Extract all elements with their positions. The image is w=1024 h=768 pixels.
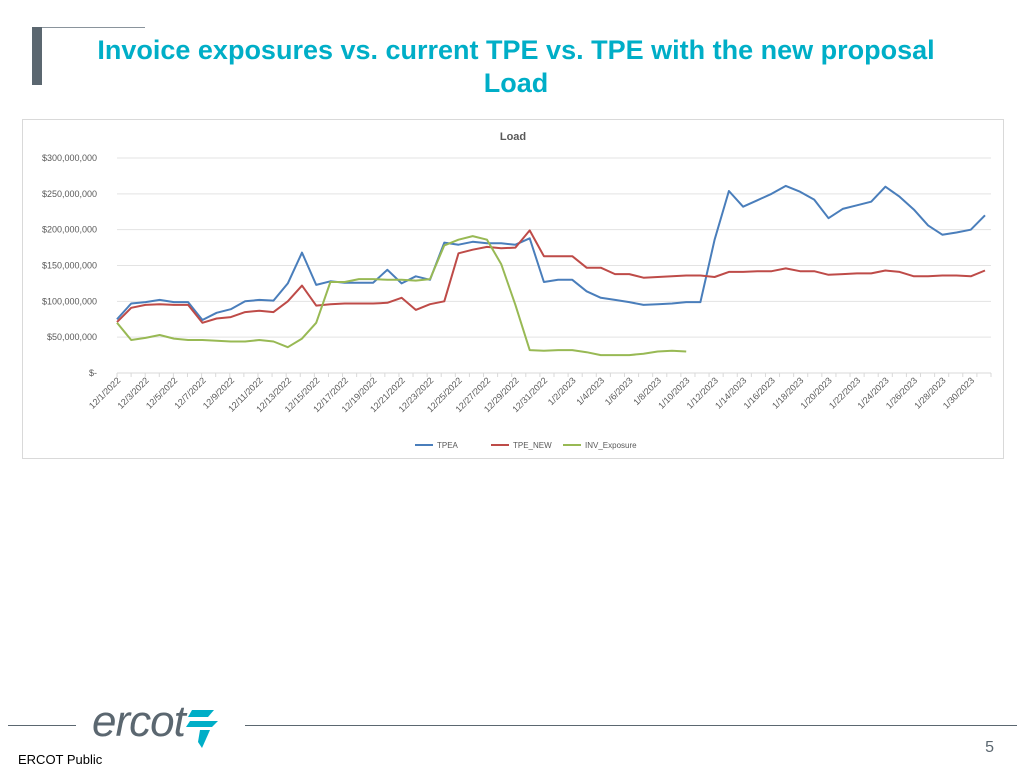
line-chart: Load $- $50,000,000 $100,000,000 $150,000,00… [42, 131, 992, 450]
y-tick-label: $150,000,000 [42, 261, 97, 271]
y-tick-label: $300,000,000 [42, 153, 97, 163]
x-tick-label: 1/2/2023 [546, 375, 578, 407]
chart-title: Load [500, 131, 526, 143]
legend-label: TPEA [437, 441, 459, 450]
ercot-logo: ercot [92, 698, 232, 750]
chart-container: Load $- $50,000,000 $100,000,000 $150,000,00… [22, 119, 1004, 459]
footer-divider-right [245, 725, 1017, 726]
y-tick-label: $50,000,000 [47, 332, 97, 342]
footer-divider-left [8, 725, 76, 726]
slide-title: Invoice exposures vs. current TPE vs. TP… [40, 34, 992, 100]
x-tick-label: 1/4/2023 [574, 375, 606, 407]
legend-label: TPE_NEW [513, 441, 552, 450]
slide-title-line1: Invoice exposures vs. current TPE vs. TP… [97, 35, 935, 65]
slide-title-line2: Load [483, 68, 549, 98]
y-tick-label: $100,000,000 [42, 296, 97, 306]
page-number: 5 [985, 739, 994, 756]
series-line-tpea [116, 184, 986, 321]
legend-label: INV_Exposure [585, 441, 637, 450]
logo-wordmark: ercot [92, 697, 186, 746]
series-line-tpe-new [116, 229, 986, 324]
y-tick-label: $250,000,000 [42, 189, 97, 199]
footer-classification: ERCOT Public [18, 752, 103, 767]
x-tick-label: 1/6/2023 [603, 375, 635, 407]
x-tick-label: 1/30/2023 [941, 375, 976, 410]
title-accent-line [42, 27, 145, 28]
y-tick-label: $- [89, 368, 97, 378]
title-accent-bar [32, 27, 42, 85]
logo-star-icon [186, 710, 218, 748]
y-tick-label: $200,000,000 [42, 225, 97, 235]
